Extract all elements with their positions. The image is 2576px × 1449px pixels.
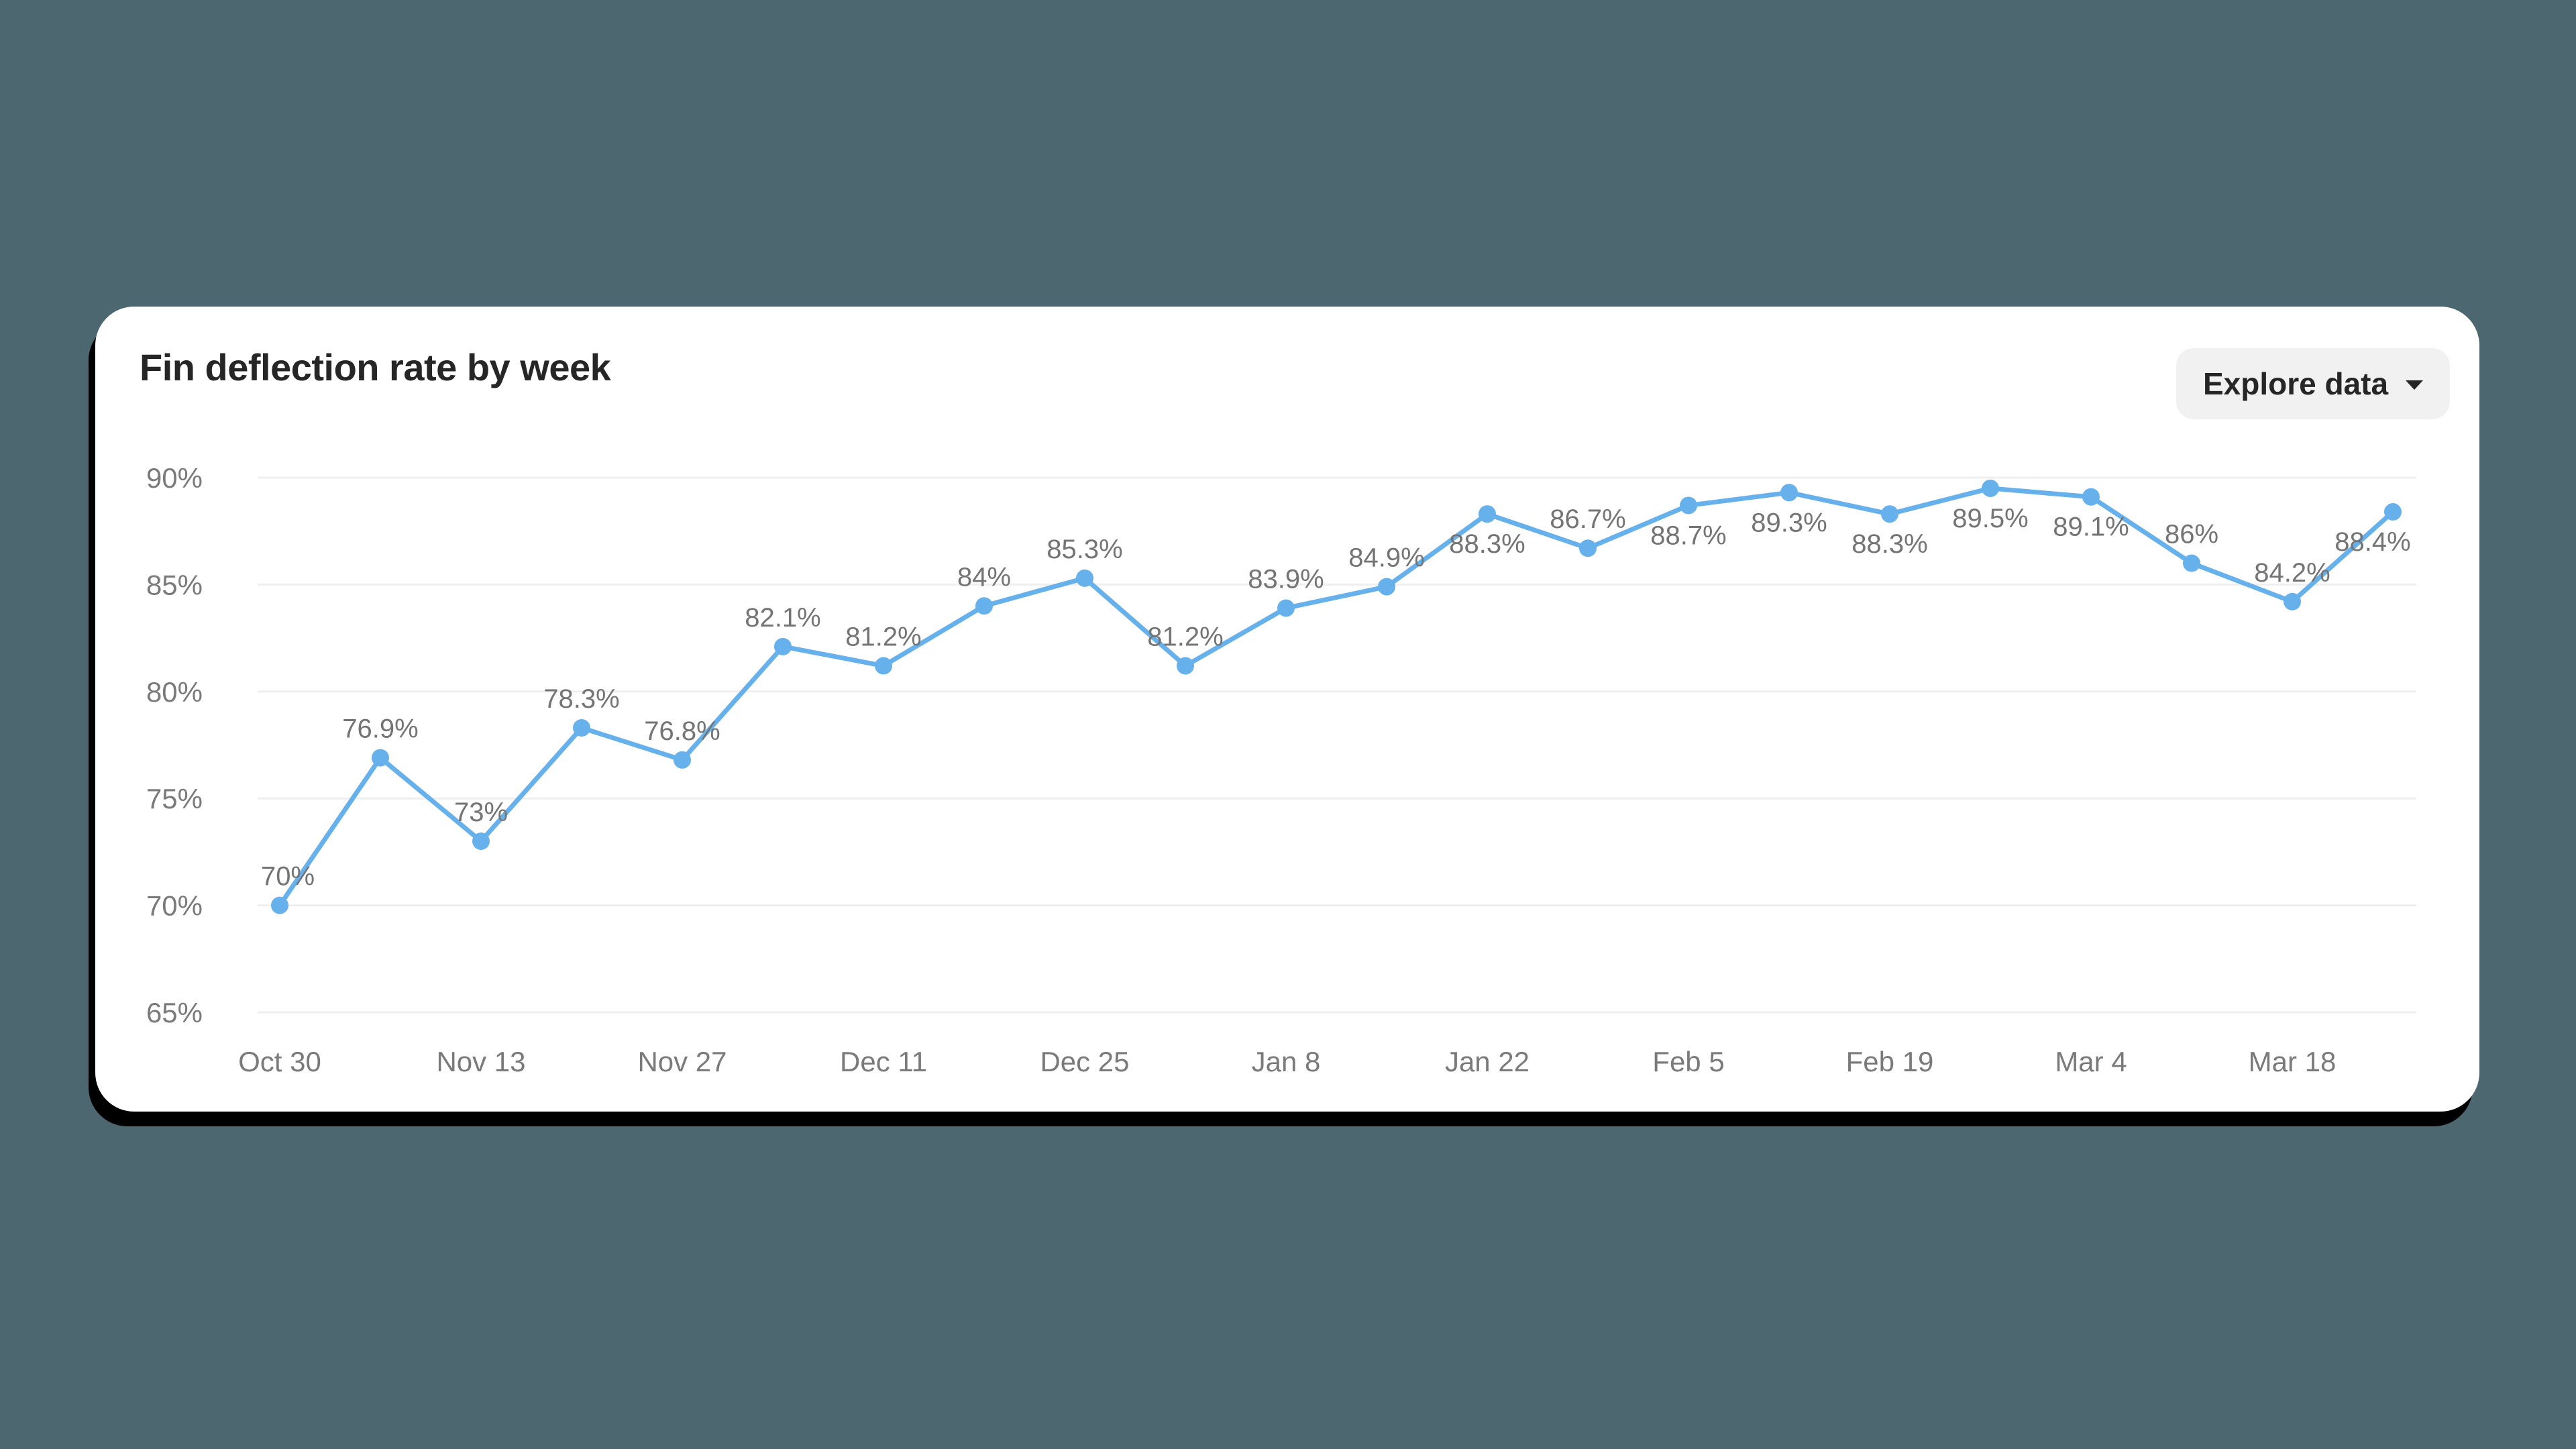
data-point[interactable]: [774, 637, 792, 655]
data-label: 76.9%: [342, 714, 418, 744]
line-chart: 65% 70% 75% 80% 85% 90% Oct 30 Nov 13 Nov 27 Dec …: [146, 462, 2416, 1077]
data-point[interactable]: [875, 657, 892, 675]
x-tick-label: Feb 5: [1652, 1046, 1724, 1077]
data-point[interactable]: [2183, 554, 2200, 572]
y-tick-label: 80%: [146, 676, 203, 708]
explore-data-button[interactable]: Explore data: [2176, 348, 2450, 419]
data-label: 84.9%: [1348, 543, 1424, 573]
data-label: 89.3%: [1751, 508, 1827, 537]
data-point[interactable]: [1579, 539, 1597, 557]
chart-title: Fin deflection rate by week: [140, 346, 611, 388]
x-tick-label: Dec 11: [840, 1046, 927, 1077]
y-tick-label: 85%: [146, 569, 203, 600]
x-tick-label: Mar 4: [2055, 1046, 2127, 1077]
data-label: 86%: [2165, 520, 2218, 549]
data-point[interactable]: [975, 597, 993, 615]
data-point[interactable]: [2384, 503, 2402, 521]
x-tick-label: Oct 30: [238, 1046, 321, 1077]
y-tick-label: 75%: [146, 783, 203, 814]
data-label: 81.2%: [845, 623, 921, 652]
x-tick-label: Nov 13: [436, 1046, 525, 1077]
data-point[interactable]: [472, 832, 490, 850]
data-label: 85.3%: [1046, 535, 1122, 564]
data-point[interactable]: [573, 718, 590, 737]
y-tick-label: 90%: [146, 462, 203, 494]
data-label: 88.3%: [1449, 529, 1525, 559]
data-point[interactable]: [1479, 505, 1496, 523]
data-label: 81.2%: [1147, 623, 1223, 652]
data-point[interactable]: [271, 896, 288, 914]
data-label: 82.1%: [745, 603, 820, 633]
data-point[interactable]: [2284, 592, 2301, 610]
series-line: [278, 486, 2395, 907]
data-point[interactable]: [1177, 657, 1194, 675]
data-point[interactable]: [1277, 599, 1295, 617]
data-point[interactable]: [1378, 578, 1395, 596]
data-point[interactable]: [674, 751, 691, 769]
data-label: 88.7%: [1650, 521, 1726, 550]
x-tick-label: Jan 22: [1445, 1046, 1529, 1077]
data-point[interactable]: [1982, 479, 1999, 497]
data-label: 70%: [261, 862, 315, 892]
x-tick-label: Feb 19: [1846, 1046, 1934, 1077]
data-point[interactable]: [2082, 488, 2100, 506]
data-label: 88.4%: [2334, 527, 2410, 557]
data-label: 88.3%: [1851, 529, 1927, 559]
x-tick-label: Nov 27: [637, 1046, 727, 1077]
x-tick-label: Mar 18: [2249, 1046, 2337, 1077]
data-label: 84%: [957, 562, 1011, 592]
data-label: 76.8%: [644, 716, 720, 746]
data-label: 73%: [454, 798, 508, 827]
chart-card: Fin deflection rate by week Explore data…: [95, 307, 2479, 1112]
data-point[interactable]: [1881, 505, 1898, 523]
data-label: 83.9%: [1248, 564, 1324, 594]
data-point[interactable]: [372, 749, 389, 767]
caret-down-icon: [2406, 380, 2424, 390]
data-label: 86.7%: [1550, 504, 1625, 534]
data-label: 89.1%: [2053, 513, 2129, 542]
data-label: 78.3%: [543, 684, 619, 714]
data-point[interactable]: [1780, 484, 1798, 502]
data-point[interactable]: [1076, 569, 1093, 587]
explore-data-label: Explore data: [2202, 366, 2389, 401]
y-tick-label: 65%: [146, 997, 203, 1028]
data-label: 84.2%: [2254, 558, 2330, 588]
x-tick-label: Dec 25: [1040, 1046, 1129, 1077]
y-tick-label: 70%: [146, 890, 203, 922]
data-label: 89.5%: [1952, 504, 2028, 533]
data-point[interactable]: [1680, 496, 1697, 515]
x-tick-label: Jan 8: [1252, 1046, 1321, 1077]
